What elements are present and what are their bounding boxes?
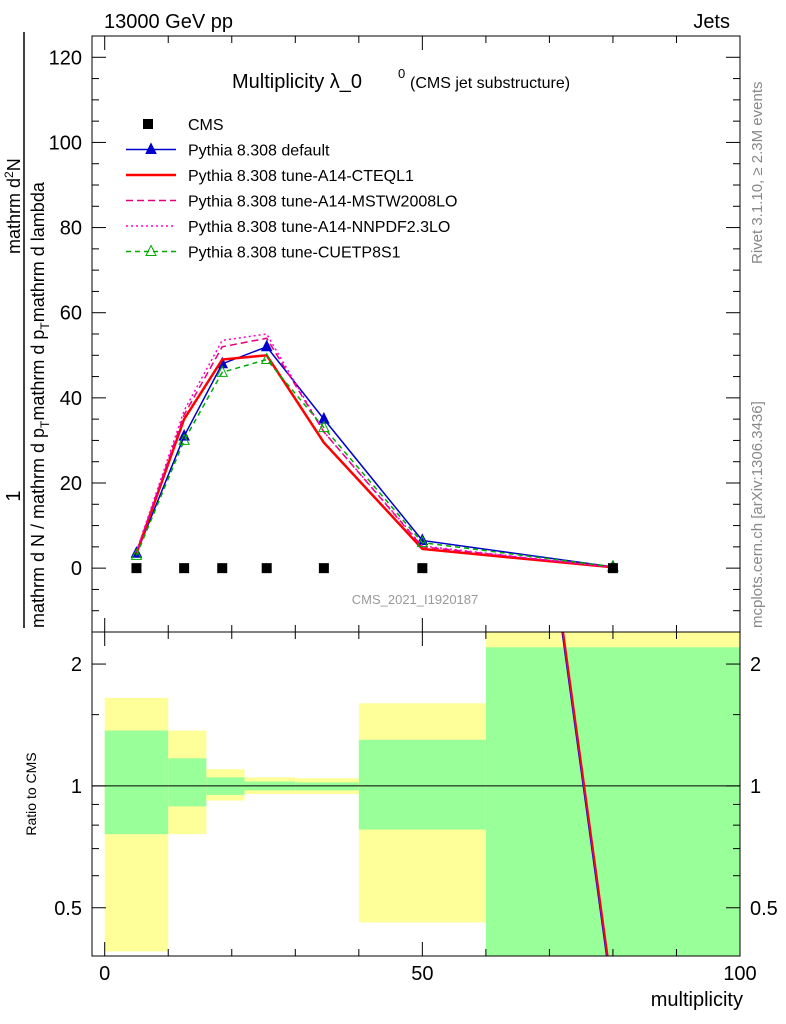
main-ytick-label: 100 xyxy=(49,132,82,154)
main-ytick-label: 0 xyxy=(71,558,82,580)
analysis-watermark: CMS_2021_I1920187 xyxy=(352,592,479,607)
ratio-ytick-label: 2 xyxy=(71,654,82,676)
xtick-label: 50 xyxy=(411,963,433,985)
series-point-4 xyxy=(260,352,273,365)
legend-label-1: Pythia 8.308 tune-A14-CTEQL1 xyxy=(188,168,414,185)
header-left: 13000 GeV pp xyxy=(104,11,233,33)
data-point xyxy=(607,563,618,574)
legend-label-2: Pythia 8.308 tune-A14-MSTW2008LO xyxy=(188,194,457,211)
chart-title: Multiplicity λ_0 0 (CMS jet substructure… xyxy=(232,66,570,93)
ratio-ylabel: Ratio to CMS xyxy=(23,752,39,835)
header-right: Jets xyxy=(693,11,730,33)
legend-label-3: Pythia 8.308 tune-A14-NNPDF2.3LO xyxy=(188,219,450,236)
xtick-label: 100 xyxy=(723,963,756,985)
series-point-4 xyxy=(416,535,429,548)
xaxis-label: multiplicity xyxy=(651,989,743,1011)
legend-marker-0 xyxy=(145,142,157,154)
ratio-plot: 0.5 0.5 1 1 2 2 0 50 100 xyxy=(54,631,778,985)
data-point xyxy=(417,563,428,574)
main-ytick-label: 80 xyxy=(60,218,82,240)
ratio-ytick-label: 0.5 xyxy=(54,898,82,920)
chart-title-main: Multiplicity λ_0 xyxy=(232,71,362,93)
main-ytick-label: 60 xyxy=(60,303,82,325)
series-point-4 xyxy=(130,548,143,560)
data-point xyxy=(131,563,142,574)
ratio-ytick-label-right: 2 xyxy=(750,654,761,676)
series-point-4 xyxy=(178,433,190,445)
uncertainty-band-green xyxy=(168,758,207,807)
mcplots-label: mcplots.cern.ch [arXiv:1306.3436] xyxy=(749,401,766,628)
ratio-ytick-label-right: 1 xyxy=(750,776,761,798)
legend-label-data: CMS xyxy=(188,117,224,134)
legend-marker-4 xyxy=(145,244,157,256)
data-point xyxy=(318,563,329,574)
ratio-ytick-label-right: 0.5 xyxy=(750,898,778,920)
main-ytick-label: 120 xyxy=(49,47,82,69)
series-line-3 xyxy=(135,333,614,569)
rivet-label: Rivet 3.1.10, ≥ 2.3M events xyxy=(749,82,766,265)
uncertainty-band-green xyxy=(358,739,486,830)
ratio-line-2 xyxy=(562,631,609,957)
series-line-4 xyxy=(135,358,614,568)
data-point xyxy=(179,563,190,574)
main-plot: 0 20 40 60 80 100 120 CMS Pythia 8.308 default Py… xyxy=(49,35,741,633)
ratio-frame xyxy=(91,631,741,957)
xtick-label: 0 xyxy=(99,963,110,985)
series-line-2 xyxy=(135,337,614,569)
legend-marker-data xyxy=(143,119,153,129)
chart-title-sup: 0 xyxy=(398,66,405,81)
data-point xyxy=(261,563,272,574)
main-ylabel: 1 mathrm d N / mathrm d pTmathrm d pTmat… xyxy=(2,32,52,628)
legend-label-4: Pythia 8.308 tune-CUETP8S1 xyxy=(188,245,401,262)
uncertainty-band-green xyxy=(104,730,169,835)
legend-label-0: Pythia 8.308 default xyxy=(188,143,330,160)
ylabel-numerator: 1 xyxy=(3,490,25,501)
main-ytick-label: 40 xyxy=(60,388,82,410)
uncertainty-band-green xyxy=(485,647,740,956)
data-point xyxy=(217,563,228,574)
series-point-4 xyxy=(216,365,229,377)
ylabel-top: mathrm d2N xyxy=(2,158,24,254)
series-point-0 xyxy=(260,339,273,352)
ylabel-denominator: mathrm d N / mathrm d pTmathrm d pTmathr… xyxy=(28,181,52,628)
main-ytick-label: 20 xyxy=(60,473,82,495)
series-point-4 xyxy=(318,420,330,433)
series-point-0 xyxy=(318,412,330,424)
ratio-ytick-label: 1 xyxy=(71,776,82,798)
series-line-1 xyxy=(135,353,614,569)
chart-title-sub: (CMS jet substructure) xyxy=(410,75,570,92)
